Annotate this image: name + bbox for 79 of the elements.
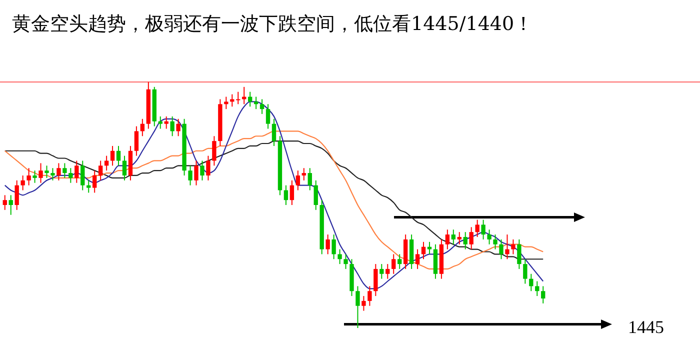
candlestick <box>164 116 168 130</box>
candlestick <box>272 118 276 146</box>
candlestick <box>481 219 486 240</box>
candlestick <box>56 162 61 181</box>
candlestick <box>8 194 13 216</box>
candlestick <box>475 219 480 238</box>
candlestick <box>487 229 492 245</box>
candlestick <box>523 258 528 284</box>
text: 1445 <box>628 317 664 337</box>
candlestick <box>302 168 306 181</box>
candlestick <box>380 264 384 280</box>
candlestick <box>296 170 300 191</box>
candlestick <box>469 226 474 250</box>
candlestick <box>188 165 192 186</box>
candlestick <box>62 162 67 178</box>
candlestick <box>326 234 330 255</box>
candlestick <box>140 118 145 137</box>
candlestick <box>427 241 432 255</box>
candlestick <box>457 232 462 245</box>
candlestick <box>368 286 372 306</box>
candlestick <box>284 184 288 206</box>
candlestick <box>200 160 204 181</box>
chart-title: 黄金空头趋势，极弱还有一波下跌空间，低位看1445/1440！ <box>12 13 534 35</box>
candlestick <box>493 234 498 250</box>
candlestick <box>511 238 516 255</box>
candlestick <box>212 136 216 166</box>
candlestick <box>122 155 127 181</box>
candlestick <box>463 232 468 250</box>
candlestick <box>374 264 378 297</box>
candlestick <box>386 264 390 280</box>
candlestick <box>314 180 318 210</box>
candlestick <box>451 229 456 245</box>
candlestick <box>104 155 109 172</box>
candlestick <box>2 194 7 210</box>
candlestick <box>362 296 366 312</box>
candlestick <box>445 229 450 250</box>
candlestick <box>50 168 55 181</box>
candlestick <box>332 234 336 260</box>
candlestick <box>38 162 43 184</box>
candlestick <box>535 280 540 297</box>
candlestick <box>290 180 294 206</box>
candlestick <box>541 286 546 304</box>
candlestick <box>176 118 180 137</box>
candlestick <box>415 248 420 270</box>
candlestick <box>74 160 79 184</box>
candlestick <box>86 180 91 194</box>
candlestick <box>44 165 49 178</box>
candlestick <box>206 155 210 181</box>
candlestick <box>170 116 174 137</box>
candlestick <box>80 160 85 191</box>
candlestick <box>517 238 522 270</box>
candlestick <box>392 254 396 274</box>
candlestick <box>32 170 37 184</box>
candlestick <box>505 234 510 260</box>
candlestick <box>266 104 270 130</box>
candlestick <box>338 248 342 265</box>
candlestick <box>230 94 234 108</box>
candlestick <box>529 273 534 292</box>
candlestick <box>158 116 162 130</box>
candlestick <box>397 254 402 270</box>
candlestick <box>236 91 240 105</box>
candlestick <box>116 145 121 166</box>
candlestick <box>98 160 103 181</box>
candlestick <box>68 168 73 184</box>
candlestick <box>344 254 348 270</box>
candlestick <box>20 174 25 191</box>
candlestick <box>260 98 264 114</box>
candlestick <box>14 180 19 210</box>
candlestick <box>134 126 139 156</box>
candlestick <box>26 168 31 186</box>
candlestick <box>499 238 504 260</box>
candlestick <box>421 241 426 260</box>
candlestick <box>194 160 198 186</box>
candlestick <box>224 96 228 110</box>
candlestick <box>92 170 97 194</box>
candlestick <box>110 145 115 166</box>
candlestick <box>308 168 312 191</box>
candlestick <box>356 286 360 328</box>
candlestick <box>254 96 258 110</box>
